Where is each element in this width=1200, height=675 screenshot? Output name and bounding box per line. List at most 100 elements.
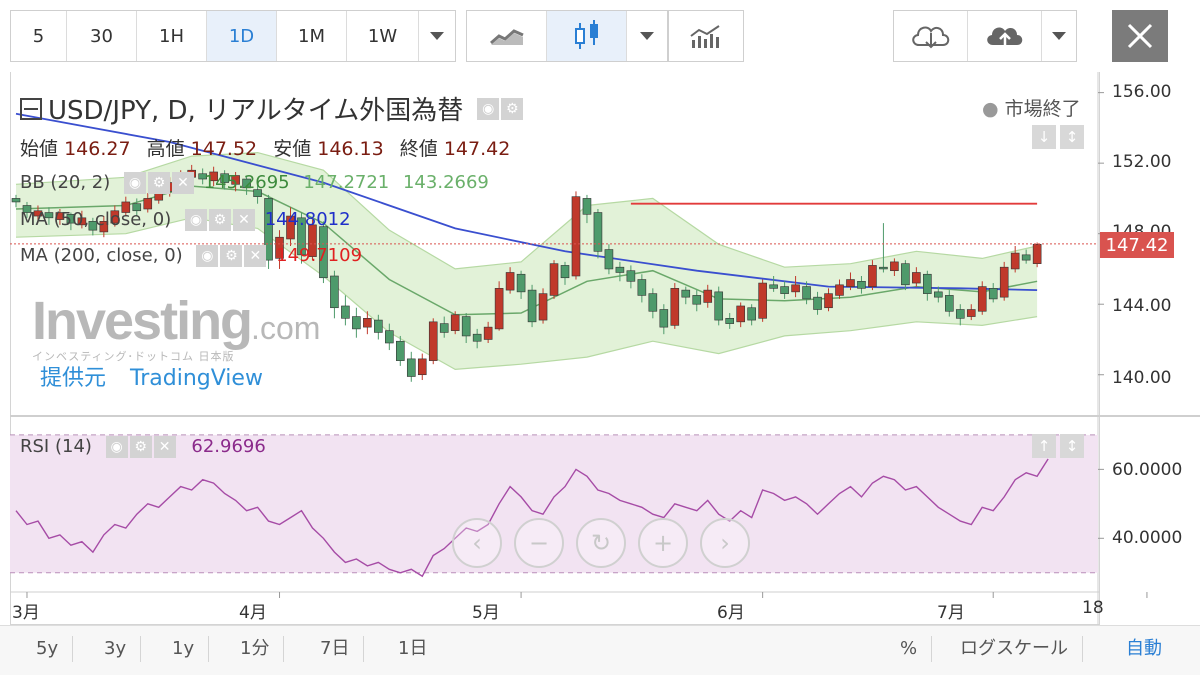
indicators-button[interactable]: [669, 11, 743, 61]
candle-body: [143, 198, 153, 210]
candle-body: [1032, 243, 1042, 264]
candle-body: [77, 217, 87, 226]
price-pane-arrows: ↓ ↕: [1032, 125, 1084, 149]
log-scale-button[interactable]: ログスケール: [946, 636, 1083, 662]
candle-body: [66, 213, 76, 224]
candle-body: [879, 266, 888, 270]
eye-icon[interactable]: ◉: [477, 97, 500, 120]
zoom-out-button[interactable]: −: [514, 518, 564, 568]
indicators-icon: [690, 25, 720, 48]
candle-body: [999, 266, 1009, 298]
close-icon[interactable]: ✕: [153, 436, 176, 458]
candle-body: [736, 305, 745, 323]
zoom-in-button[interactable]: +: [638, 518, 688, 568]
close-icon: [1127, 23, 1153, 49]
last-price-badge: 147.42: [1100, 232, 1174, 258]
candle-body: [626, 270, 636, 282]
arrow-up-icon[interactable]: ↑: [1032, 434, 1056, 458]
candle-body: [494, 288, 504, 330]
eye-icon[interactable]: ◉: [105, 436, 128, 458]
interval-5m-button[interactable]: 5: [11, 11, 67, 61]
chart-type-dropdown-button[interactable]: [627, 11, 667, 61]
candle-body: [55, 212, 65, 220]
range-1d-button[interactable]: 1日: [398, 638, 428, 659]
candle-body: [11, 198, 21, 203]
bottom-bar: 5y 3y 1y 1分 7日 1日 % ログスケール 自動: [0, 625, 1200, 675]
candle-body: [406, 358, 416, 377]
collapse-icon[interactable]: [20, 97, 42, 120]
range-7d-button[interactable]: 7日: [306, 636, 365, 662]
percent-button[interactable]: %: [886, 636, 933, 662]
range-3y-button[interactable]: 3y: [90, 636, 142, 662]
candle-body: [868, 265, 877, 287]
gear-icon[interactable]: ⚙: [129, 436, 152, 458]
range-5y-button[interactable]: 5y: [22, 636, 74, 662]
candle-body: [659, 309, 669, 328]
auto-scale-button[interactable]: 自動: [1126, 638, 1162, 659]
candle-body: [231, 175, 240, 185]
candle-body: [1010, 252, 1020, 270]
eye-icon[interactable]: ◉: [184, 209, 207, 231]
close-icon[interactable]: ✕: [172, 172, 194, 194]
line-chart-button[interactable]: [467, 11, 547, 61]
candle-body: [615, 266, 625, 273]
candle-body: [944, 295, 954, 312]
candle-body: [450, 314, 460, 331]
eye-icon[interactable]: ◉: [124, 172, 146, 194]
ma200-legend: MA (200, close, 0) ◉ ⚙ ✕ 149.7109: [20, 245, 362, 267]
candle-body: [472, 333, 482, 342]
interval-30m-button[interactable]: 30: [67, 11, 137, 61]
low-label: 安値: [273, 138, 312, 160]
close-icon[interactable]: ✕: [232, 209, 255, 231]
arrow-updown-icon[interactable]: ↕: [1060, 125, 1084, 149]
candle-body: [890, 261, 899, 272]
rsi-tick: 60.0000: [1112, 460, 1183, 480]
candle-body: [923, 273, 932, 294]
candle-body: [209, 171, 218, 182]
reset-button[interactable]: ↻: [576, 518, 626, 568]
x-tick: 4月: [239, 603, 267, 623]
range-1y-button[interactable]: 1y: [158, 636, 210, 662]
interval-1d-button[interactable]: 1D: [207, 11, 277, 61]
bb-label: BB (20, 2): [20, 172, 111, 193]
rsi-tick: 40.0000: [1112, 528, 1183, 548]
cloud-upload-button[interactable]: [968, 11, 1042, 61]
ma50-value: 144.8012: [264, 209, 351, 230]
eye-icon[interactable]: ◉: [196, 245, 219, 267]
ma200-value: 149.7109: [276, 245, 363, 266]
arrow-updown-icon[interactable]: ↕: [1060, 434, 1084, 458]
provider-link[interactable]: TradingView: [130, 366, 263, 391]
range-1min-button[interactable]: 1分: [226, 636, 285, 662]
open-value: 146.27: [64, 138, 131, 160]
candle-body: [110, 210, 120, 224]
gear-icon[interactable]: ⚙: [148, 172, 170, 194]
gear-icon[interactable]: ⚙: [501, 97, 524, 120]
candle-body: [604, 249, 614, 270]
market-status: ● 市場終了: [982, 94, 1081, 121]
close-button[interactable]: [1112, 10, 1168, 62]
candle-chart-button[interactable]: [547, 11, 627, 61]
interval-1w-button[interactable]: 1W: [347, 11, 419, 61]
scroll-right-button[interactable]: ›: [700, 518, 750, 568]
candle-body: [505, 272, 515, 291]
candle-body: [901, 263, 910, 286]
close-icon[interactable]: ✕: [244, 245, 267, 267]
caret-down-icon: [640, 32, 654, 40]
arrow-down-icon[interactable]: ↓: [1032, 125, 1056, 149]
chart-nav: ‹ − ↻ + ›: [452, 518, 750, 568]
rsi-legend: RSI (14) ◉ ⚙ ✕ 62.9696: [20, 436, 266, 458]
gear-icon[interactable]: ⚙: [208, 209, 231, 231]
cloud-download-button[interactable]: [894, 11, 968, 61]
cloud-dropdown-button[interactable]: [1042, 11, 1076, 61]
candle-body: [121, 201, 131, 213]
gear-icon[interactable]: ⚙: [220, 245, 243, 267]
scroll-left-button[interactable]: ‹: [452, 518, 502, 568]
interval-dropdown-button[interactable]: [419, 11, 455, 61]
low-value: 146.13: [317, 138, 384, 160]
interval-1h-button[interactable]: 1H: [137, 11, 207, 61]
candle-body: [670, 288, 680, 326]
close-value: 147.42: [443, 138, 511, 160]
rsi-icons: ◉ ⚙ ✕: [105, 436, 176, 458]
interval-1m-button[interactable]: 1M: [277, 11, 347, 61]
candle-body: [955, 309, 965, 319]
